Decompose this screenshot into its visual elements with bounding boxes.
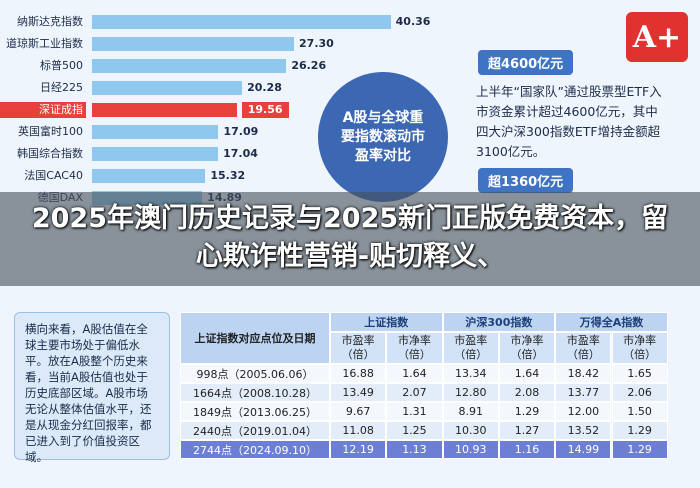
note: 上半年“国家队”通过股票型ETF入市资金累计超过4600亿元，其中四大沪深300…	[476, 84, 662, 159]
table-cell: 1.50	[611, 402, 668, 421]
bar-label: 道琼斯工业指数	[6, 37, 83, 50]
bar	[92, 37, 295, 51]
bar-label: 韩国综合指数	[17, 147, 83, 160]
bar	[92, 59, 287, 73]
table-cell: 9.67	[330, 402, 387, 421]
table-group: 沪深300指数	[442, 312, 556, 332]
table-cell: 1.27	[498, 421, 556, 440]
table-title: 上证指数对应点位及日期	[180, 312, 330, 364]
row-label: 998点（2005.06.06）	[180, 364, 330, 383]
table-cell: 10.93	[442, 440, 499, 459]
bar-value: 17.09	[223, 125, 259, 138]
table-cell: 11.08	[330, 421, 387, 440]
bubble: A股与全球重要指数滚动市盈率对比	[318, 72, 448, 202]
tag: 超1360亿元	[478, 168, 574, 193]
table-subheader: 市净率（倍）	[498, 332, 556, 364]
bar-value: 17.04	[223, 147, 258, 160]
bar	[92, 103, 237, 117]
table-cell: 1.64	[498, 364, 556, 383]
row-label: 2744点（2024.09.10）	[180, 440, 330, 459]
bar	[92, 15, 391, 29]
table-cell: 13.52	[555, 421, 612, 440]
table-cell: 2.07	[386, 383, 443, 402]
table-cell: 18.42	[555, 364, 612, 383]
table-cell: 1.25	[386, 421, 443, 440]
bar-label: 纳斯达克指数	[17, 15, 83, 28]
table-subheader: 市盈率（倍）	[555, 332, 612, 364]
banner: 2025年澳门历史记录与2025新门正版免费资本，留心欺诈性营销-贴切释义、	[31, 203, 669, 272]
table-group: 万得全A指数	[555, 312, 668, 332]
bar-value: 27.30	[299, 37, 334, 50]
table-cell: 8.91	[442, 402, 499, 421]
bar-value: 20.28	[247, 81, 282, 94]
bar	[92, 169, 206, 183]
table-cell: 1.29	[611, 421, 668, 440]
table-cell: 1.64	[386, 364, 443, 383]
table-subheader: 市盈率（倍）	[330, 332, 387, 364]
bar-value: 15.32	[210, 169, 246, 182]
table-cell: 16.88	[330, 364, 387, 383]
table-cell: 1.13	[386, 440, 443, 459]
bar-label: 深证成指	[0, 102, 86, 118]
bar-label: 法国CAC40	[24, 169, 83, 182]
table-cell: 13.34	[442, 364, 499, 383]
banner-bg	[0, 192, 700, 286]
bar-value: 26.26	[291, 59, 327, 72]
bar-label: 英国富时100	[18, 125, 83, 138]
table-cell: 10.30	[442, 421, 499, 440]
table-cell: 12.19	[330, 440, 387, 459]
bar-value: 19.56	[241, 102, 289, 118]
bar-label: 标普500	[40, 59, 83, 72]
row-label: 2440点（2019.01.04）	[180, 421, 330, 440]
table-cell: 2.08	[498, 383, 556, 402]
table-cell: 2.06	[611, 383, 668, 402]
table-subheader: 市净率（倍）	[386, 332, 443, 364]
table-subheader: 市盈率（倍）	[442, 332, 499, 364]
bar-label: 日经225	[40, 81, 83, 94]
table-cell: 1.31	[386, 402, 443, 421]
table-cell: 14.99	[555, 440, 612, 459]
table-subheader: 市净率（倍）	[611, 332, 668, 364]
table-cell: 13.49	[330, 383, 387, 402]
table-group: 上证指数	[330, 312, 443, 332]
logo: A+	[626, 12, 688, 62]
table-cell: 1.65	[611, 364, 668, 383]
text-box: 横向来看，A股估值在全球主要市场处于偏低水平。放在A股整个历史来看，当前A股估值…	[14, 312, 170, 464]
table-cell: 1.29	[611, 440, 668, 459]
bar-value: 40.36	[395, 15, 431, 28]
table-cell: 1.16	[498, 440, 556, 459]
table-cell: 1.29	[498, 402, 556, 421]
bar	[92, 125, 219, 139]
row-label: 1849点（2013.06.25）	[180, 402, 330, 421]
tag: 超4600亿元	[478, 50, 574, 75]
table-cell: 13.77	[555, 383, 612, 402]
table-cell: 12.00	[555, 402, 612, 421]
table-cell: 12.80	[442, 383, 499, 402]
bar	[92, 147, 219, 161]
bar	[92, 81, 243, 95]
row-label: 1664点（2008.10.28）	[180, 383, 330, 402]
